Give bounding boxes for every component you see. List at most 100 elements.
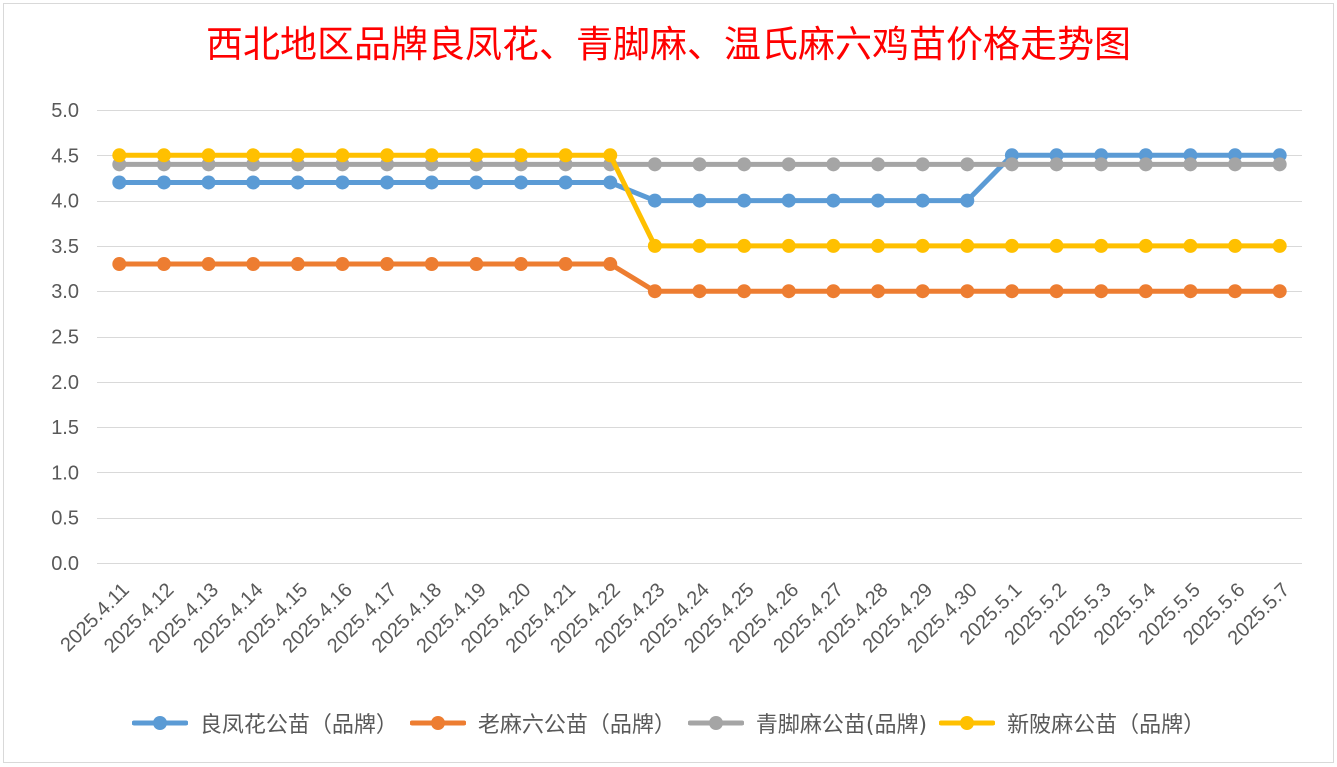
data-point (201, 148, 216, 163)
data-point (647, 284, 662, 299)
data-point (647, 157, 662, 172)
data-point (781, 238, 796, 253)
data-point (871, 284, 886, 299)
data-point (647, 238, 662, 253)
data-point (915, 193, 930, 208)
legend-dot (708, 716, 723, 730)
data-point (156, 257, 171, 272)
y-tick-label: 2.0 (51, 372, 79, 394)
legend: 良凤花公苗（品牌） 老麻六公苗（品牌） 青脚麻公苗(品牌) 新陂麻公苗（品牌） (0, 706, 1337, 740)
data-point (513, 257, 528, 272)
data-point (201, 257, 216, 272)
data-point (1049, 284, 1064, 299)
data-point (424, 175, 439, 190)
data-point (781, 157, 796, 172)
data-point (513, 175, 528, 190)
data-point (469, 175, 484, 190)
y-tick-label: 3.0 (51, 281, 79, 303)
legend-item: 良凤花公苗（品牌） (131, 707, 398, 739)
y-axis-tick-labels: 0.0 0.5 1.0 1.5 2.0 2.5 3.0 3.5 4.0 4.5 5.0 (51, 100, 79, 575)
data-point (1183, 238, 1198, 253)
legend-marker (687, 716, 744, 730)
data-point (1049, 157, 1064, 172)
data-point (826, 157, 841, 172)
data-point (1183, 284, 1198, 299)
data-point (737, 238, 752, 253)
data-point (826, 284, 841, 299)
data-point (246, 257, 261, 272)
data-point (1228, 157, 1243, 172)
data-point (469, 148, 484, 163)
data-point (1004, 157, 1019, 172)
data-point (915, 284, 930, 299)
legend-label: 青脚麻公苗(品牌) (755, 713, 928, 738)
data-point (1094, 238, 1109, 253)
series-2 (112, 257, 1287, 299)
data-point (290, 148, 305, 163)
data-point (1138, 157, 1153, 172)
data-point (380, 148, 395, 163)
legend-item: 青脚麻公苗(品牌) (687, 707, 928, 739)
data-point (960, 193, 975, 208)
data-point (647, 193, 662, 208)
data-point (513, 148, 528, 163)
data-point (737, 193, 752, 208)
y-tick-label: 0.5 (51, 508, 79, 530)
data-point (558, 148, 573, 163)
data-point (1049, 238, 1064, 253)
data-point (960, 238, 975, 253)
data-point (335, 148, 350, 163)
legend-dot (430, 716, 445, 730)
data-point (1138, 284, 1153, 299)
legend-item: 新陂麻公苗（品牌） (939, 707, 1205, 739)
series-1 (112, 148, 1287, 208)
legend-dot (960, 716, 975, 730)
data-point (335, 257, 350, 272)
legend-dot (152, 716, 167, 730)
data-point (290, 257, 305, 272)
data-point (112, 148, 127, 163)
data-point (1272, 284, 1287, 299)
data-point (826, 193, 841, 208)
data-point (290, 175, 305, 190)
data-point (1228, 284, 1243, 299)
y-tick-label: 5.0 (51, 100, 79, 122)
data-point (112, 257, 127, 272)
data-point (380, 175, 395, 190)
data-point (335, 175, 350, 190)
y-tick-label: 1.0 (51, 462, 79, 484)
data-point (1004, 238, 1019, 253)
data-point (960, 157, 975, 172)
y-tick-label: 3.5 (51, 236, 79, 258)
y-tick-label: 4.5 (51, 145, 79, 167)
chart-title: 西北地区品牌良凤花、青脚麻、温氏麻六鸡苗价格走势图 (206, 23, 1131, 66)
data-point (1094, 157, 1109, 172)
data-point (737, 157, 752, 172)
series-4 (112, 148, 1287, 253)
data-point (1138, 238, 1153, 253)
y-tick-label: 1.5 (51, 417, 79, 439)
data-point (469, 257, 484, 272)
y-tick-label: 2.5 (51, 327, 79, 349)
data-point (692, 157, 707, 172)
data-point (1183, 157, 1198, 172)
data-point (692, 238, 707, 253)
data-point (1272, 238, 1287, 253)
data-point (871, 193, 886, 208)
legend-marker (131, 716, 188, 730)
data-point (424, 257, 439, 272)
data-point (1094, 284, 1109, 299)
data-point (558, 257, 573, 272)
legend-label: 良凤花公苗（品牌） (199, 713, 398, 738)
data-point (960, 284, 975, 299)
data-point (603, 175, 618, 190)
data-point (558, 175, 573, 190)
legend-label: 新陂麻公苗（品牌） (1007, 713, 1206, 738)
data-point (201, 175, 216, 190)
data-point (156, 148, 171, 163)
data-point (1004, 284, 1019, 299)
data-point (246, 148, 261, 163)
data-point (246, 175, 261, 190)
data-point (1272, 157, 1287, 172)
